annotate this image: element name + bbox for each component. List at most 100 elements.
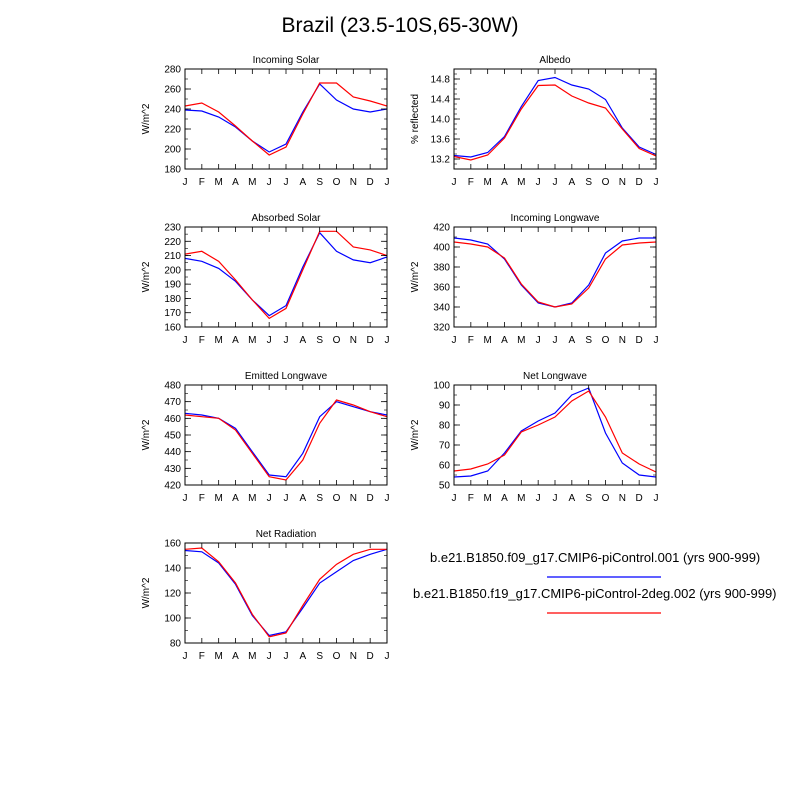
y-tick-label: 220 xyxy=(164,125,181,136)
series-line-2 xyxy=(454,241,656,308)
x-tick-label: J xyxy=(267,651,272,662)
x-tick-label: J xyxy=(452,335,457,346)
y-tick-label: 190 xyxy=(164,280,181,291)
x-tick-label: M xyxy=(248,335,256,346)
x-tick-label: J xyxy=(385,177,390,188)
x-tick-label: M xyxy=(248,493,256,504)
x-tick-label: S xyxy=(585,177,592,188)
y-tick-label: 230 xyxy=(164,223,181,234)
panel-frame xyxy=(453,226,657,328)
y-tick-label: 14.8 xyxy=(431,75,451,86)
x-tick-label: M xyxy=(214,335,222,346)
x-tick-label: J xyxy=(183,335,188,346)
y-axis-label: W/m^2 xyxy=(410,419,421,450)
x-tick-label: N xyxy=(619,335,626,346)
y-tick-label: 240 xyxy=(164,105,181,116)
x-tick-label: M xyxy=(214,651,222,662)
x-tick-label: D xyxy=(367,651,374,662)
x-tick-label: S xyxy=(316,651,323,662)
x-tick-label: O xyxy=(602,177,610,188)
x-tick-label: O xyxy=(602,335,610,346)
x-tick-label: M xyxy=(517,335,525,346)
y-tick-label: 13.2 xyxy=(431,155,451,166)
series-line-1 xyxy=(454,237,656,308)
y-axis-label: W/m^2 xyxy=(141,419,152,450)
y-axis-label: % reflected xyxy=(410,94,421,144)
panel-title: Incoming Solar xyxy=(253,55,320,66)
x-tick-label: S xyxy=(585,335,592,346)
panel-title: Net Longwave xyxy=(523,371,587,382)
x-tick-label: J xyxy=(267,177,272,188)
series-line-2 xyxy=(454,84,656,161)
y-tick-label: 170 xyxy=(164,308,181,319)
y-tick-label: 100 xyxy=(433,381,450,392)
y-tick-label: 140 xyxy=(164,564,181,575)
x-tick-label: J xyxy=(452,493,457,504)
y-tick-label: 70 xyxy=(439,441,451,452)
x-tick-label: F xyxy=(199,651,205,662)
y-tick-label: 420 xyxy=(164,481,181,492)
x-tick-label: J xyxy=(553,493,558,504)
x-tick-label: A xyxy=(232,493,239,504)
panel-frame xyxy=(184,542,388,644)
x-tick-label: J xyxy=(553,335,558,346)
series-line-1 xyxy=(185,83,387,153)
x-tick-label: O xyxy=(333,335,341,346)
y-tick-label: 320 xyxy=(433,323,450,334)
y-tick-label: 50 xyxy=(439,481,451,492)
x-tick-label: F xyxy=(199,335,205,346)
y-tick-label: 120 xyxy=(164,589,181,600)
x-tick-label: D xyxy=(367,493,374,504)
x-tick-label: J xyxy=(654,493,659,504)
x-tick-label: J xyxy=(284,335,289,346)
x-tick-label: D xyxy=(636,335,643,346)
y-tick-label: 60 xyxy=(439,461,451,472)
x-tick-label: J xyxy=(183,177,188,188)
y-tick-label: 380 xyxy=(433,263,450,274)
series-line-2 xyxy=(185,82,387,156)
y-tick-label: 80 xyxy=(439,421,451,432)
x-tick-label: J xyxy=(536,335,541,346)
x-tick-label: N xyxy=(619,493,626,504)
x-tick-label: M xyxy=(214,177,222,188)
x-tick-label: S xyxy=(316,493,323,504)
x-tick-label: A xyxy=(568,335,575,346)
series-line-2 xyxy=(185,230,387,320)
panel-frame xyxy=(453,384,657,486)
x-tick-label: N xyxy=(350,177,357,188)
y-tick-label: 440 xyxy=(164,447,181,458)
x-tick-label: A xyxy=(501,335,508,346)
x-tick-label: J xyxy=(284,651,289,662)
y-tick-label: 210 xyxy=(164,251,181,262)
x-tick-label: M xyxy=(483,177,491,188)
y-tick-label: 220 xyxy=(164,237,181,248)
x-tick-label: J xyxy=(183,493,188,504)
x-tick-label: M xyxy=(517,177,525,188)
x-tick-label: A xyxy=(501,177,508,188)
y-axis-label: W/m^2 xyxy=(141,261,152,292)
x-tick-label: D xyxy=(367,177,374,188)
legend-label-series2: b.e21.B1850.f19_g17.CMIP6-piControl-2deg… xyxy=(413,586,777,601)
y-tick-label: 13.6 xyxy=(431,135,451,146)
x-tick-label: S xyxy=(585,493,592,504)
y-tick-label: 260 xyxy=(164,85,181,96)
series-line-1 xyxy=(454,387,656,478)
y-tick-label: 360 xyxy=(433,283,450,294)
y-tick-label: 160 xyxy=(164,539,181,550)
x-tick-label: J xyxy=(536,493,541,504)
series-line-1 xyxy=(454,76,656,158)
x-tick-label: A xyxy=(232,651,239,662)
panel-title: Absorbed Solar xyxy=(252,213,322,224)
series-line-1 xyxy=(185,401,387,478)
series-line-2 xyxy=(454,390,656,473)
y-tick-label: 160 xyxy=(164,323,181,334)
x-tick-label: A xyxy=(232,335,239,346)
x-tick-label: M xyxy=(248,651,256,662)
y-tick-label: 80 xyxy=(170,639,182,650)
x-tick-label: J xyxy=(284,493,289,504)
panel-frame xyxy=(184,384,388,486)
